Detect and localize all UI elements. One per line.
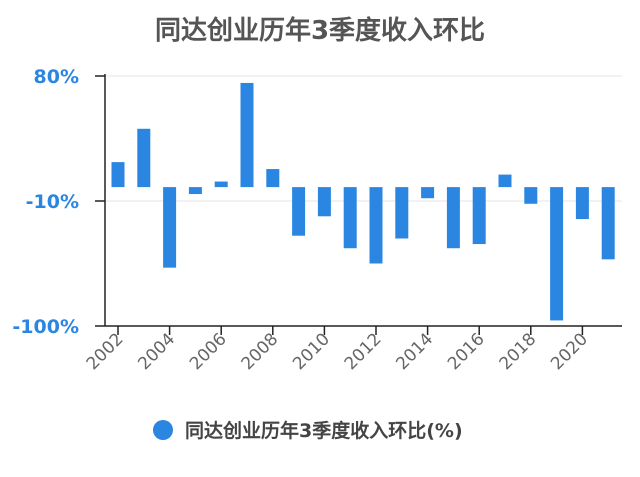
x-tick-label: 2020 [547, 329, 592, 374]
bar-2003 [137, 128, 151, 188]
bar-2014 [421, 187, 435, 199]
x-tick-label: 2012 [341, 329, 386, 374]
chart-title: 同达创业历年3季度收入环比 [154, 16, 486, 46]
bar-2006 [214, 181, 228, 188]
y-tick-label: 80% [34, 66, 79, 88]
y-tick-label: -100% [12, 316, 79, 338]
bar-2017 [498, 174, 512, 188]
legend-label: 同达创业历年3季度收入环比(%) [185, 420, 463, 442]
bar-2007 [240, 82, 254, 188]
bar-2012 [369, 187, 383, 264]
bar-2020 [575, 187, 589, 220]
x-tick-label: 2014 [392, 329, 437, 374]
x-tick-label: 2002 [83, 329, 128, 374]
bar-2004 [163, 187, 177, 268]
bar-2015 [446, 187, 460, 249]
bar-2008 [266, 169, 280, 188]
bar-2021 [601, 187, 615, 260]
bar-2005 [188, 187, 202, 195]
x-tick-label: 2016 [444, 329, 489, 374]
x-tick-label: 2006 [186, 329, 231, 374]
bar-2002 [111, 162, 125, 188]
bar-2016 [472, 187, 486, 245]
bar-2019 [550, 187, 564, 321]
bar-2010 [317, 187, 331, 217]
bar-2009 [292, 187, 306, 236]
x-tick-label: 2018 [496, 329, 541, 374]
bar-2011 [343, 187, 357, 249]
legend: 同达创业历年3季度收入环比(%) [153, 416, 463, 443]
y-tick-label: -10% [26, 191, 79, 213]
x-tick-label: 2004 [134, 329, 179, 374]
legend-marker-icon [153, 419, 173, 440]
x-tick-label: 2008 [238, 329, 283, 374]
bar-2018 [524, 187, 538, 204]
bar-2013 [395, 187, 409, 239]
x-tick-label: 2010 [289, 329, 334, 374]
